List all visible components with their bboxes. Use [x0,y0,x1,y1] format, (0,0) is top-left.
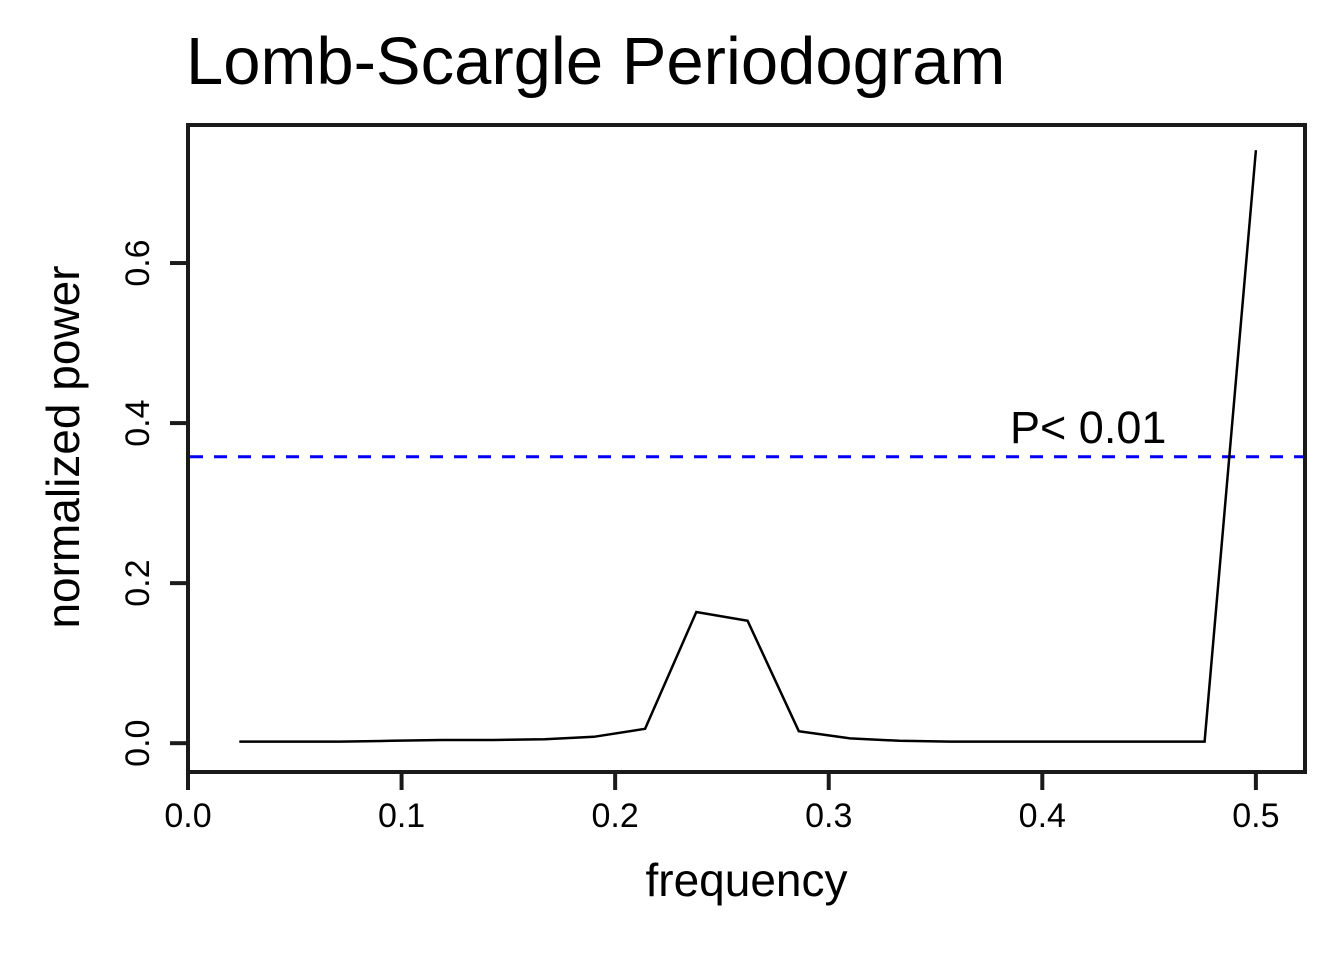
plot-box [186,123,1307,774]
y-tick-label: 0.0 [119,720,157,767]
y-tick-label: 0.4 [119,399,157,446]
y-tick-label: 0.6 [119,239,157,286]
x-tick-label: 0.1 [378,797,425,835]
periodogram-line [239,150,1258,743]
chart-title: Lomb-Scargle Periodogram [186,24,1006,99]
threshold-label: P< 0.01 [1010,402,1167,453]
x-tick-label: 0.2 [592,797,639,835]
x-tick-label: 0.0 [164,797,211,835]
x-tick-label: 0.3 [805,797,852,835]
y-axis-title: normalized power [37,265,89,629]
y-tick-label: 0.2 [119,560,157,607]
x-tick-label: 0.4 [1019,797,1066,835]
x-tick-label: 0.5 [1232,797,1279,835]
x-axis-title: frequency [645,854,848,906]
